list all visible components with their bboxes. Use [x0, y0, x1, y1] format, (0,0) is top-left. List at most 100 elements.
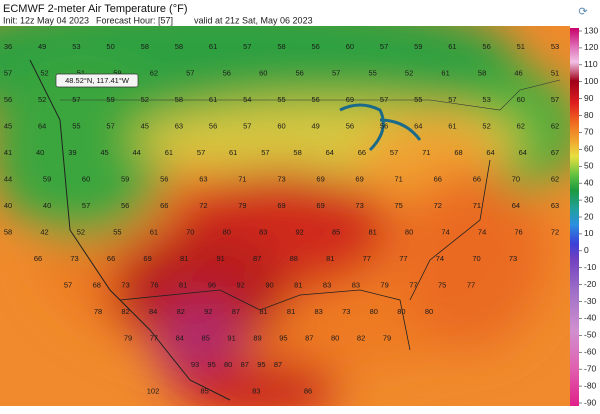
- temperature-value: 61: [441, 68, 449, 77]
- temperature-value: 90: [265, 280, 273, 289]
- temperature-value: 64: [414, 121, 422, 130]
- temperature-value: 67: [551, 148, 559, 157]
- temperature-value: 52: [38, 95, 46, 104]
- temperature-value: 64: [38, 121, 46, 130]
- temperature-value: 59: [414, 42, 422, 51]
- colorbar-label: 30: [584, 194, 594, 204]
- colorbar-label: 80: [584, 110, 594, 120]
- temperature-value: 77: [467, 280, 475, 289]
- temperature-value: 57: [64, 280, 72, 289]
- temperature-value: 56: [482, 42, 490, 51]
- temperature-value: 56: [121, 201, 129, 210]
- temperature-value: 55: [369, 68, 377, 77]
- temperature-value: 57: [261, 148, 269, 157]
- settings-icon[interactable]: ⟳: [578, 6, 587, 18]
- temperature-value: 77: [409, 280, 417, 289]
- temperature-value: 73: [70, 254, 78, 263]
- temperature-value: 87: [274, 360, 282, 369]
- temperature-value: 80: [370, 307, 378, 316]
- temperature-value: 60: [259, 68, 267, 77]
- temperature-value: 80: [223, 227, 231, 236]
- temperature-value: 52: [141, 95, 149, 104]
- temperature-value: 56: [380, 121, 388, 130]
- colorbar-label: 110: [584, 59, 598, 69]
- temperature-value: 95: [257, 360, 265, 369]
- temperature-value: 63: [175, 121, 183, 130]
- temperature-value: 56: [223, 68, 231, 77]
- temperature-value: 44: [133, 148, 141, 157]
- temperature-value: 57: [243, 42, 251, 51]
- temperature-value: 69: [355, 174, 363, 183]
- temperature-value: 52: [40, 68, 48, 77]
- colorbar-label: 90: [584, 93, 594, 103]
- temperature-value: 87: [253, 254, 261, 263]
- temperature-value: 70: [186, 227, 194, 236]
- temperature-value: 84: [149, 307, 157, 316]
- temperature-value: 83: [323, 280, 331, 289]
- temperature-value: 62: [150, 68, 158, 77]
- temperature-value: 69: [346, 95, 354, 104]
- temperature-value: 59: [113, 68, 121, 77]
- temperature-value: 55: [113, 227, 121, 236]
- temperature-value: 69: [277, 201, 285, 210]
- temperature-value: 56: [312, 95, 320, 104]
- colorbar-label: -70: [584, 363, 597, 373]
- temperature-value: 80: [397, 307, 405, 316]
- colorbar: [570, 28, 579, 406]
- temperature-value: 91: [217, 254, 225, 263]
- valid-time: valid at 21z Sat, May 06 2023: [194, 15, 313, 25]
- temperature-value: 61: [150, 227, 158, 236]
- temperature-value: 45: [4, 121, 12, 130]
- temperature-value: 45: [141, 121, 149, 130]
- temperature-value: 71: [395, 174, 403, 183]
- temperature-value: 82: [121, 307, 129, 316]
- temperature-value: 51: [517, 42, 525, 51]
- station-values: 36 49 53 50 58 58 61 57 58 56 60 57 59 61 56 51 53 57 52 51…: [4, 42, 559, 396]
- temperature-value: 70: [472, 254, 480, 263]
- temperature-value: 53: [551, 42, 559, 51]
- temperature-value: 80: [425, 307, 433, 316]
- temperature-value: 73: [509, 254, 517, 263]
- temperature-value: 62: [551, 121, 559, 130]
- temperature-value: 49: [38, 42, 46, 51]
- temperature-value: 54: [243, 95, 251, 104]
- temperature-value: 55: [277, 95, 285, 104]
- temperature-value: 36: [4, 42, 12, 51]
- temperature-value: 63: [551, 201, 559, 210]
- temperature-value: 60: [346, 42, 354, 51]
- temperature-value: 61: [165, 148, 173, 157]
- temperature-value: 56: [296, 68, 304, 77]
- temperature-value: 53: [482, 95, 490, 104]
- temperature-value: 57: [390, 148, 398, 157]
- temperature-value: 81: [180, 254, 188, 263]
- colorbar-label: -60: [584, 347, 597, 357]
- temperature-value: 71: [422, 148, 430, 157]
- temperature-value: 74: [436, 254, 444, 263]
- colorbar-label: 100: [584, 76, 598, 86]
- colorbar-label: 120: [584, 42, 598, 52]
- temperature-value: 73: [355, 201, 363, 210]
- temperature-value: 77: [363, 254, 371, 263]
- temperature-value: 56: [160, 174, 168, 183]
- temperature-value: 74: [478, 227, 486, 236]
- temperature-value: 72: [199, 201, 207, 210]
- temperature-value: 52: [405, 68, 413, 77]
- init-time: Init: 12z May 04 2023: [3, 15, 89, 25]
- temperature-value: 68: [93, 280, 101, 289]
- temperature-value: 56: [4, 95, 12, 104]
- tooltip-box: [55, 73, 139, 88]
- temperature-value: 55: [72, 121, 80, 130]
- temperature-value: 57: [551, 95, 559, 104]
- temperature-value: 44: [4, 174, 12, 183]
- temperature-value: 56: [312, 42, 320, 51]
- temperature-value: 92: [204, 307, 212, 316]
- temperature-value: 59: [121, 174, 129, 183]
- temperature-value: 87: [305, 333, 313, 342]
- temperature-value: 81: [326, 254, 334, 263]
- tooltip: 48.52°N, 117.41°W: [65, 76, 130, 85]
- temperature-value: 57: [448, 95, 456, 104]
- temperature-value: 87: [241, 360, 249, 369]
- colorbar-label: -80: [584, 380, 597, 390]
- temperature-value: 61: [448, 121, 456, 130]
